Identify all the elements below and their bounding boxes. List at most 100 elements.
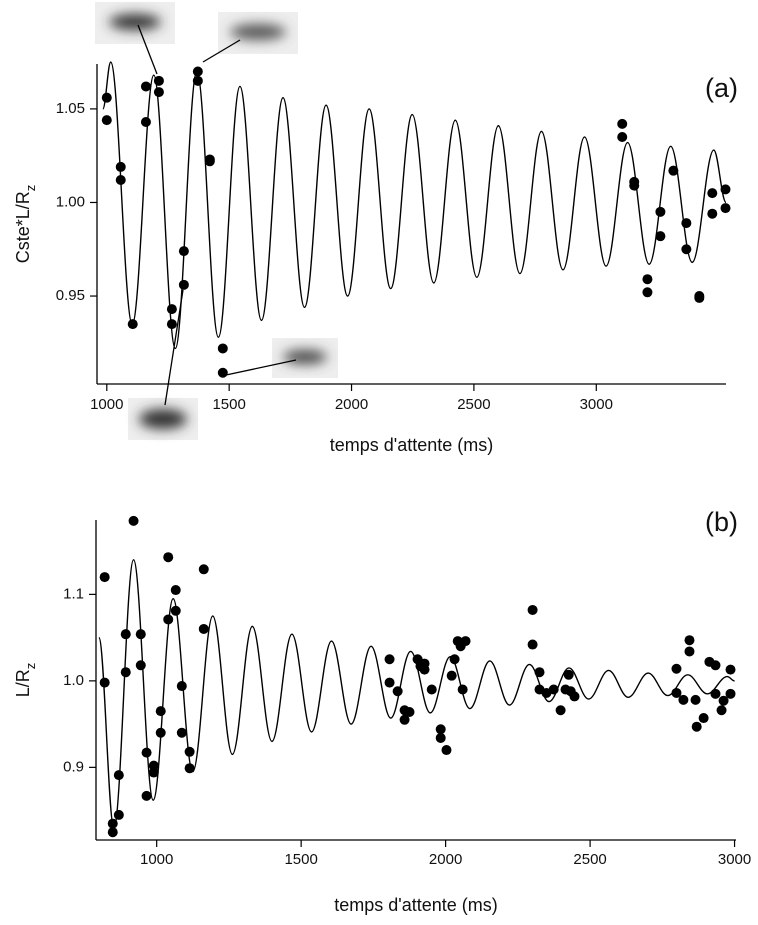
y-axis-title: Cste*L/Rz [13,185,38,264]
data-point [684,646,695,657]
data-point [720,203,731,214]
data-point [691,721,702,732]
data-point [155,706,166,717]
absorption-images [95,2,338,440]
data-point [101,115,112,126]
data-point [392,686,403,697]
x-axis-title: temps d'attente (ms) [334,895,498,915]
panel-label: (b) [705,507,738,537]
y-tick-label: 1.00 [56,193,85,210]
data-point [163,552,174,563]
data-point [120,667,131,678]
x-tick-label: 3000 [718,851,751,868]
data-point [690,694,701,705]
pointer [137,24,158,75]
x-tick-label: 1000 [140,851,173,868]
data-point [678,694,689,705]
x-tick-label: 1000 [90,396,123,413]
data-point [642,287,653,298]
data-point [569,691,580,702]
data-point [707,188,718,199]
cloud-image [109,14,161,30]
data-point [176,681,187,692]
data-point [153,87,164,98]
data-point [449,654,460,665]
y-axis-title: L/Rz [13,663,38,698]
y-tick-label: 1.1 [63,585,84,602]
data-point [563,669,574,680]
data-point [217,343,228,354]
data-point [198,564,209,575]
x-tick-label: 2000 [335,396,368,413]
data-point [399,714,410,725]
data-point [684,635,695,646]
y-tick-label: 1.05 [56,100,85,117]
data-point [128,515,139,526]
data-point [441,745,452,756]
data-point [555,705,566,716]
data-point [725,688,736,699]
data-point [184,746,195,757]
data-point [198,623,209,634]
data-point [107,827,118,838]
data-point [163,614,174,625]
data-point [120,629,131,640]
data-point [113,809,124,820]
data-point [457,684,468,695]
x-tick-label: 2000 [429,851,462,868]
data-point [141,790,152,801]
data-point [384,654,395,665]
x-tick-label: 1500 [284,851,317,868]
data-point [655,231,666,242]
x-tick-label: 2500 [457,396,490,413]
data-point [384,677,395,688]
x-tick-label: 1500 [212,396,245,413]
cloud-image [230,24,286,40]
data-point [698,713,709,724]
data-point [101,92,112,103]
x-axis-title: temps d'attente (ms) [330,435,494,455]
data-point [178,279,189,290]
fit-curve [98,559,735,829]
x-tick-label: 2500 [573,851,606,868]
data-point [710,660,721,671]
data-point [716,705,727,716]
data-point [113,770,124,781]
data-point [671,663,682,674]
data-point [446,670,457,681]
data-point [694,292,705,303]
data-point [140,81,151,92]
pointer [225,359,297,376]
data-point [166,304,177,315]
data-point [170,585,181,596]
data-point [426,684,437,695]
x-tick-label: 3000 [580,396,613,413]
data-point [707,208,718,219]
data-point [419,658,430,669]
data-point [192,66,203,77]
chart-panel: 1000 1500 2000 2500 3000 0.95 1.00 1.05 temps d'… [13,61,738,455]
data-point [99,677,110,688]
data-point [404,707,415,717]
data-point [617,118,628,129]
pointer [202,39,241,63]
y-tick-label: 0.95 [56,287,85,304]
data-point [435,724,446,735]
data-point [176,727,187,738]
data-point [460,636,471,647]
y-tick-label: 0.9 [63,758,84,775]
data-point [99,572,110,583]
data-point [148,767,159,778]
data-point [217,367,228,378]
data-point [668,165,679,176]
data-point [710,688,721,699]
data-point [140,117,151,128]
data-point [718,695,729,706]
data-point [527,604,538,615]
data-point [527,639,538,650]
data-point [148,760,159,771]
data-point [725,664,736,675]
cloud-image [139,409,187,429]
